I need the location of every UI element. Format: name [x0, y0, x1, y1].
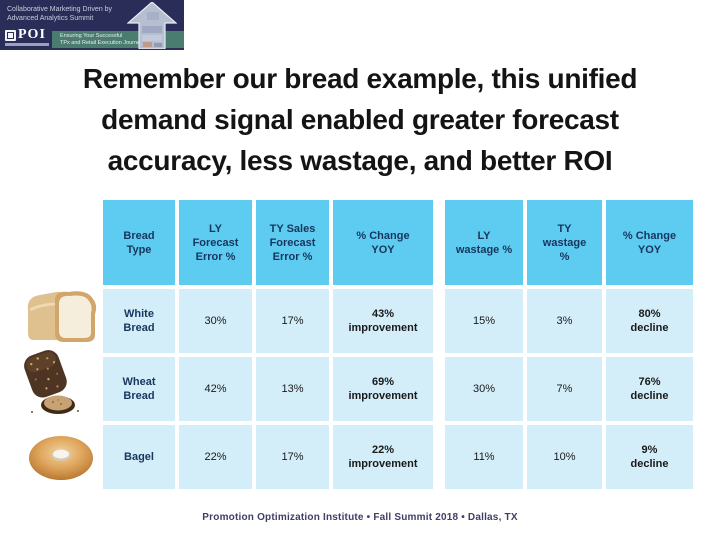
cell-wastage-change: 80% decline — [606, 289, 693, 353]
cell-forecast-change: 69% improvement — [333, 357, 433, 421]
poi-logo-icon — [5, 30, 16, 41]
cell-ly-forecast-error: 42% — [179, 357, 252, 421]
poi-logo-text: POI — [18, 27, 46, 42]
upward-arrow-collage-icon — [127, 2, 177, 49]
slide-title: Remember our bread example, this unified… — [82, 63, 638, 176]
banner-tagline-line2: TPx and Retail Execution Journey — [60, 40, 143, 46]
cell-forecast-change: 22% improvement — [333, 425, 433, 489]
white-bread-image — [27, 291, 97, 342]
slide-footer: Promotion Optimization Institute • Fall … — [202, 512, 518, 523]
col-header-ly-wastage: LY wastage % — [445, 200, 523, 285]
cell-ly-wastage: 15% — [445, 289, 523, 353]
cell-forecast-change: 43% improvement — [333, 289, 433, 353]
wheat-bread-image — [24, 350, 79, 414]
cell-bread-type: Wheat Bread — [103, 357, 175, 421]
bagel-image — [29, 436, 93, 480]
cell-ly-wastage: 11% — [445, 425, 523, 489]
cell-bread-type: Bagel — [103, 425, 175, 489]
cell-ly-forecast-error: 30% — [179, 289, 252, 353]
banner-theme-line1: Collaborative Marketing Driven by — [7, 6, 113, 13]
summit-banner: Collaborative Marketing Driven by Advanc… — [0, 0, 184, 50]
cell-wastage-change: 9% decline — [606, 425, 693, 489]
banner-theme-line2: Advanced Analytics Summit — [7, 15, 94, 22]
col-header-forecast-change-yoy: % Change YOY — [333, 200, 433, 285]
col-header-bread-type: Bread Type — [103, 200, 175, 285]
col-header-ty-sales-forecast-error: TY Sales Forecast Error % — [256, 200, 329, 285]
cell-wastage-change: 76% decline — [606, 357, 693, 421]
cell-ty-forecast-error: 13% — [256, 357, 329, 421]
col-header-ly-forecast-error: LY Forecast Error % — [179, 200, 252, 285]
cell-ty-forecast-error: 17% — [256, 289, 329, 353]
table-column-gap — [437, 357, 441, 421]
col-header-wastage-change-yoy: % Change YOY — [606, 200, 693, 285]
cell-ty-wastage: 7% — [527, 357, 602, 421]
cell-ty-wastage: 3% — [527, 289, 602, 353]
poi-logo-subtext-strip — [5, 43, 49, 46]
table-column-gap — [437, 289, 441, 353]
table-column-gap — [437, 425, 441, 489]
banner-tagline-line1: Ensuring Your Successful — [60, 33, 123, 39]
cell-ly-wastage: 30% — [445, 357, 523, 421]
cell-ty-forecast-error: 17% — [256, 425, 329, 489]
bread-comparison-table: Bread Type LY Forecast Error % TY Sales … — [103, 200, 693, 489]
poi-logo: POI — [5, 27, 51, 48]
cell-bread-type: White Bread — [103, 289, 175, 353]
cell-ly-forecast-error: 22% — [179, 425, 252, 489]
table-column-gap — [437, 200, 441, 285]
col-header-ty-wastage: TY wastage % — [527, 200, 602, 285]
cell-ty-wastage: 10% — [527, 425, 602, 489]
